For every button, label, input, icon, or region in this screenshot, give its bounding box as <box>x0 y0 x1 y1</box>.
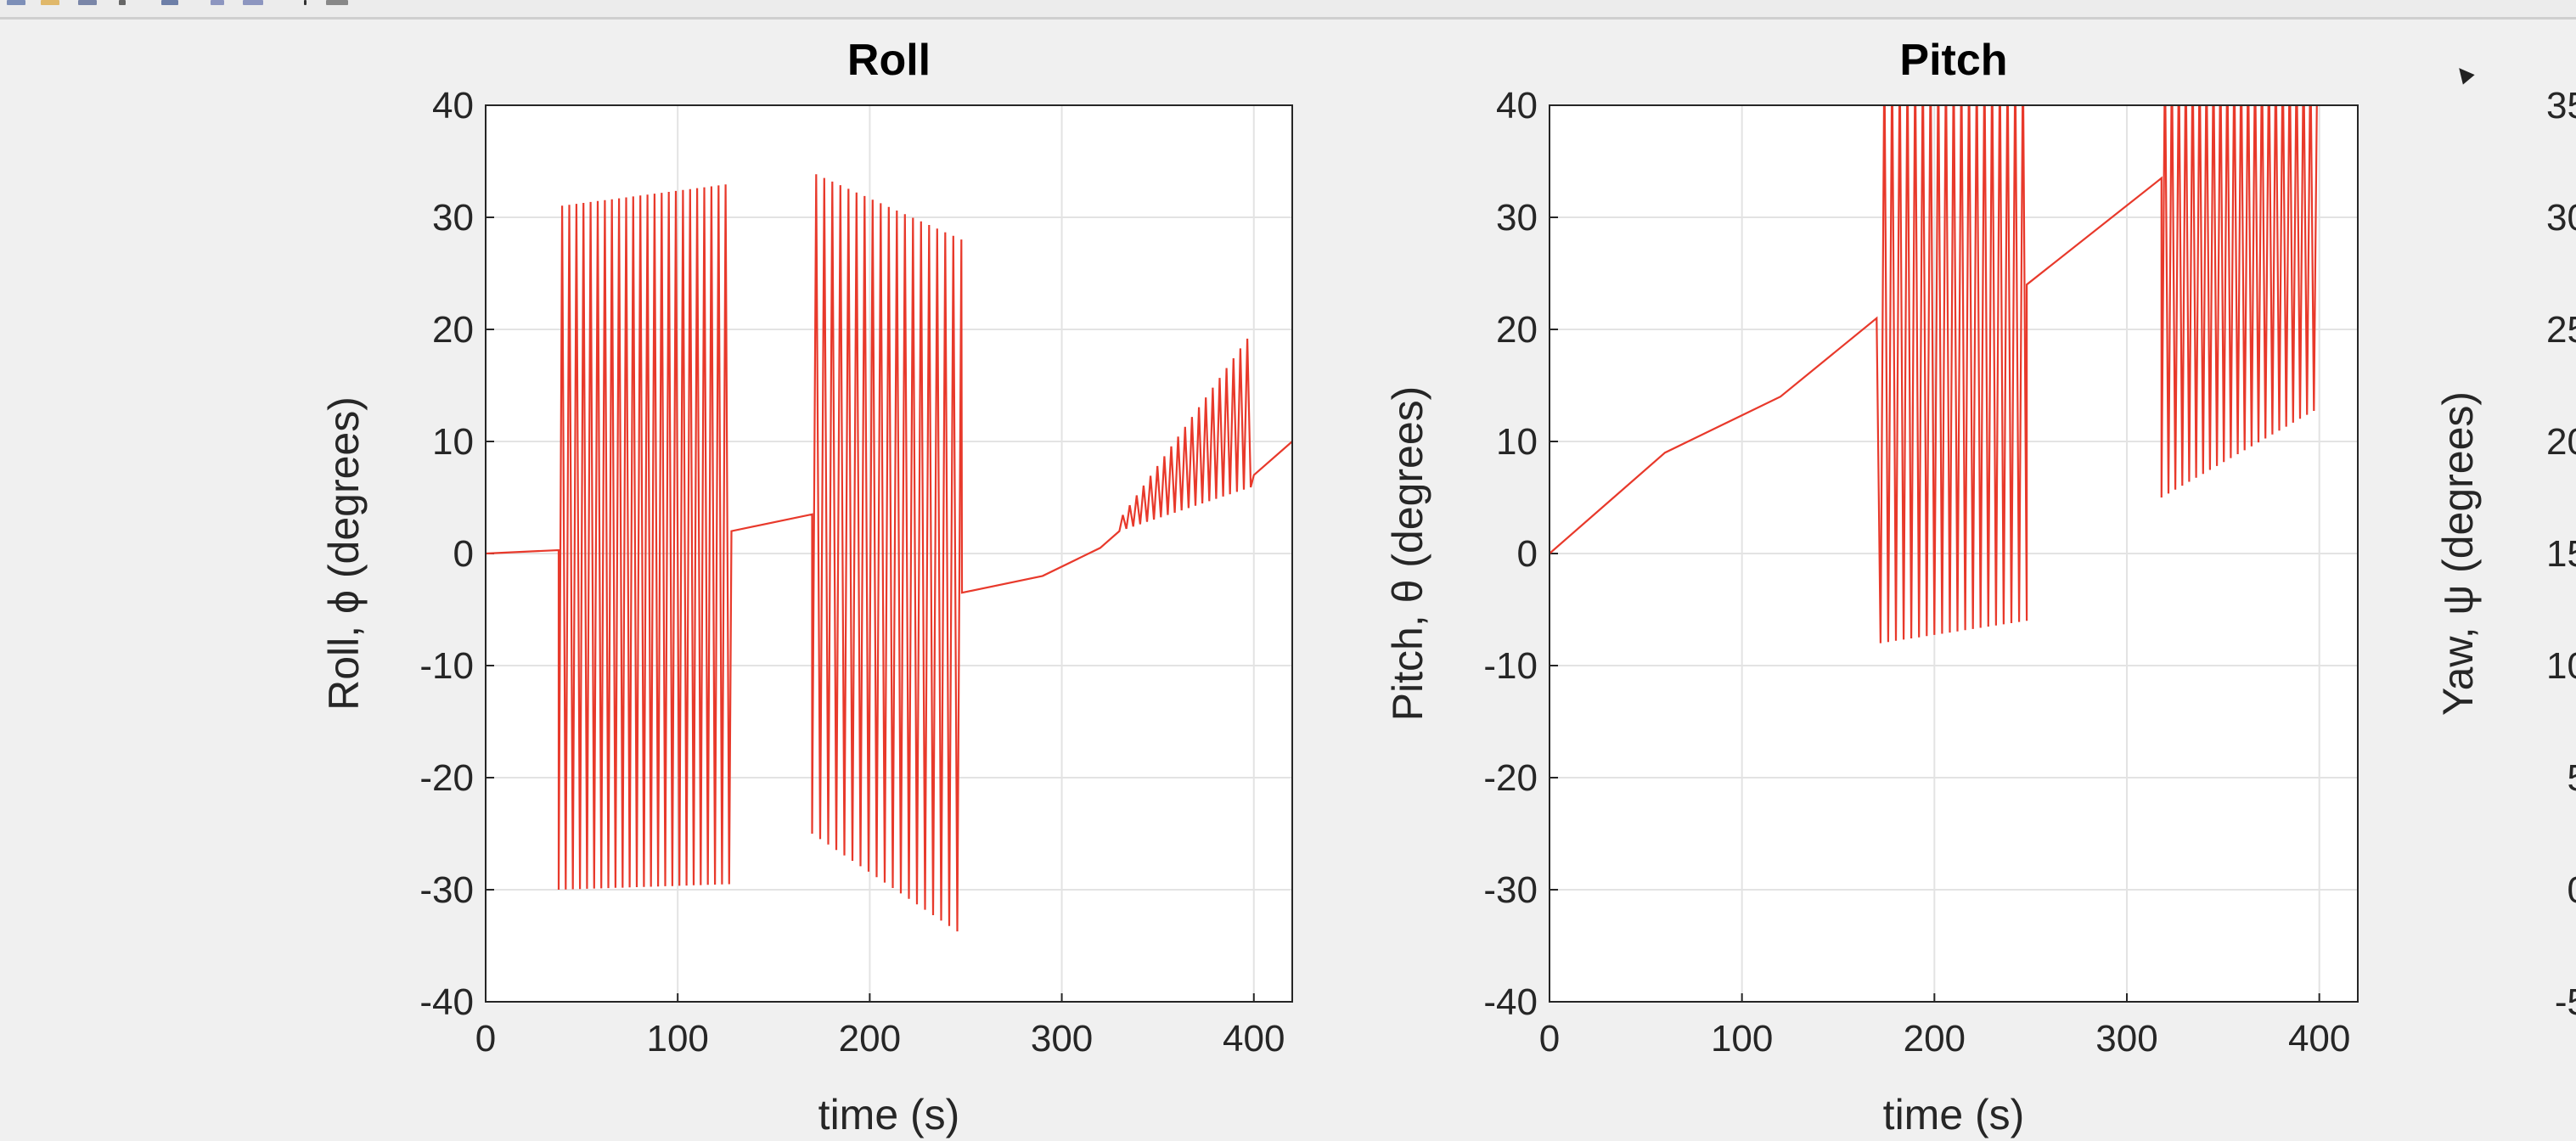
x-tick-label: 100 <box>646 1018 708 1060</box>
y-tick-label: 10 <box>2546 645 2576 687</box>
axes-frame <box>1549 104 2359 1003</box>
y-tick-label: -30 <box>1483 869 1538 911</box>
chart-title: Roll <box>847 36 931 85</box>
y-tick-label: 10 <box>432 421 474 463</box>
y-tick-label: 20 <box>2546 421 2576 463</box>
toolbar-icon[interactable] <box>41 0 59 5</box>
toolbar-icon[interactable] <box>243 0 263 5</box>
toolbar-icon[interactable] <box>326 0 348 5</box>
x-tick-label: 400 <box>1223 1018 1285 1060</box>
toolbar-icon[interactable] <box>161 0 178 5</box>
x-tick-label: 0 <box>1539 1018 1560 1060</box>
y-tick-label: 35 <box>2546 85 2576 126</box>
x-tick-label: 200 <box>839 1018 901 1060</box>
y-tick-label: 0 <box>2568 869 2576 911</box>
series-line-roll <box>486 174 1292 932</box>
x-tick-label: 200 <box>1904 1018 1966 1060</box>
y-axis-label: Pitch, θ (degrees) <box>1384 386 1431 722</box>
toolbar-separator <box>304 0 307 5</box>
y-tick-label: 30 <box>2546 197 2576 239</box>
y-tick-label: 40 <box>1496 85 1538 126</box>
y-tick-label: -20 <box>419 757 474 799</box>
toolbar-icon[interactable] <box>7 0 25 5</box>
y-tick-label: 30 <box>432 197 474 239</box>
y-tick-label: -10 <box>419 645 474 687</box>
x-tick-label: 0 <box>475 1018 496 1060</box>
y-tick-label: -40 <box>1483 981 1538 1023</box>
toolbar-icon[interactable] <box>78 0 97 5</box>
toolbar-icon[interactable] <box>211 0 224 5</box>
y-tick-label: 20 <box>1496 309 1538 351</box>
series-line-pitch <box>1550 105 2318 644</box>
y-tick-label: -5 <box>2555 981 2576 1023</box>
chart-title: Pitch <box>1899 36 2007 85</box>
y-tick-label: 10 <box>1496 421 1538 463</box>
y-tick-label: -40 <box>419 981 474 1023</box>
y-tick-label: -10 <box>1483 645 1538 687</box>
y-tick-label: 5 <box>2568 757 2576 799</box>
axes-frame <box>485 104 1293 1003</box>
y-tick-label: 25 <box>2546 309 2576 351</box>
x-tick-label: 300 <box>2095 1018 2157 1060</box>
x-axis-label: time (s) <box>1883 1091 2025 1138</box>
y-tick-label: 40 <box>432 85 474 126</box>
y-tick-label: -20 <box>1483 757 1538 799</box>
y-tick-label: 30 <box>1496 197 1538 239</box>
axes-yaw: 35 30 25 20 15 10 5 0 -5 Yaw, ψ (degrees) <box>2434 85 2576 1023</box>
y-tick-label: 15 <box>2546 533 2576 575</box>
y-tick-label: 0 <box>453 533 474 575</box>
x-tick-label: 400 <box>2288 1018 2350 1060</box>
x-tick-label: 300 <box>1031 1018 1093 1060</box>
y-tick-label: -30 <box>419 869 474 911</box>
toolbar-icon[interactable] <box>119 0 126 5</box>
y-tick-label: 0 <box>1517 533 1538 575</box>
y-axis-label: Roll, ϕ (degrees) <box>320 396 368 711</box>
y-axis-label: Yaw, ψ (degrees) <box>2434 391 2482 716</box>
toolbar-strip <box>0 0 2576 20</box>
x-tick-label: 100 <box>1711 1018 1773 1060</box>
x-axis-label: time (s) <box>818 1091 960 1138</box>
y-tick-label: 20 <box>432 309 474 351</box>
